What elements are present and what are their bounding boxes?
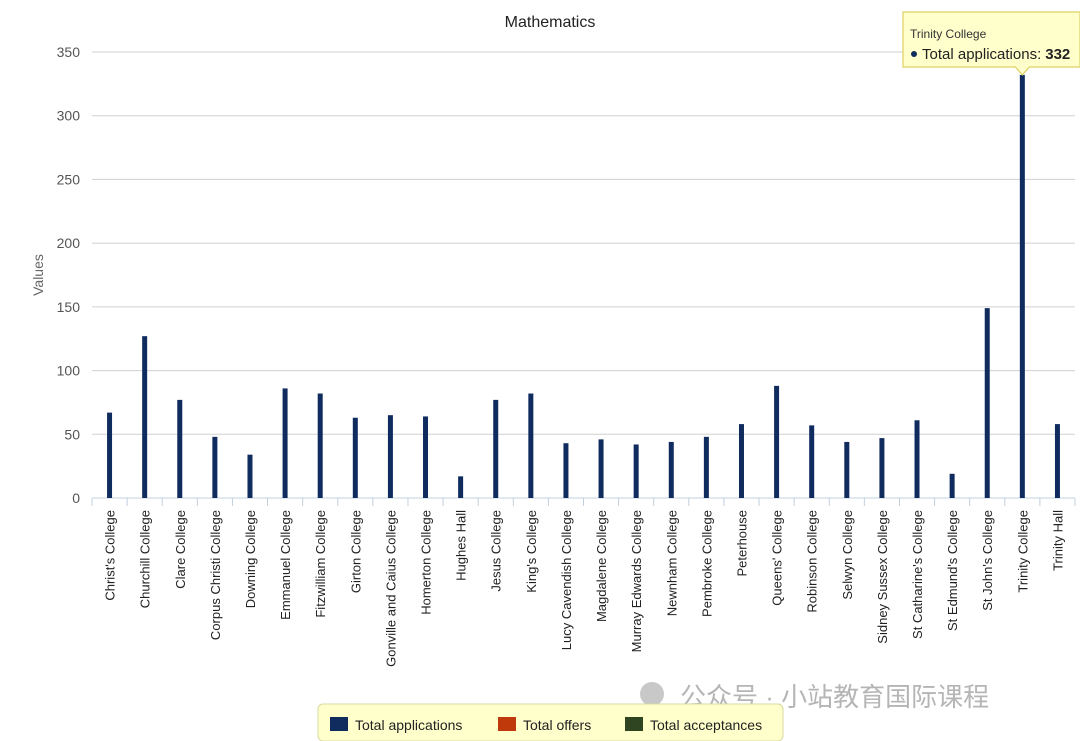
x-tick-label: Pembroke College [699, 510, 714, 617]
bar [142, 336, 148, 498]
x-tick-label: Girton College [348, 510, 363, 593]
chart-title: Mathematics [505, 14, 596, 31]
bar [493, 399, 499, 498]
bar [809, 425, 815, 498]
tooltip-label: Total applications: [922, 46, 1041, 63]
x-tick-label: Trinity Hall [1050, 510, 1065, 571]
tooltip-box [902, 11, 1080, 76]
x-tick-label: St Catharine's College [910, 510, 925, 639]
bar [563, 443, 569, 498]
bar [984, 308, 990, 498]
y-tick-label: 150 [57, 299, 81, 315]
y-axis-label: Values [30, 254, 46, 296]
x-tick-label: Lucy Cavendish College [559, 510, 574, 650]
x-tick-label: Robinson College [805, 510, 820, 613]
bar [949, 473, 955, 498]
x-tick-label: Selwyn College [840, 510, 855, 600]
bar [1019, 74, 1025, 499]
watermark-icon [640, 682, 664, 706]
legend-label: Total acceptances [650, 717, 762, 733]
x-tick-label: Homerton College [419, 510, 434, 615]
bar [738, 424, 744, 498]
tooltip-dot [911, 51, 917, 57]
y-tick-label: 0 [72, 490, 80, 506]
bar [212, 436, 218, 498]
bar [844, 441, 850, 498]
bar [177, 399, 183, 498]
x-tick-label: Jesus College [489, 510, 504, 592]
tooltip: Trinity College Total applications: 332 [902, 11, 1080, 76]
x-tick-label: St Edmund's College [945, 510, 960, 631]
bar [458, 476, 464, 498]
bar [282, 388, 288, 498]
y-tick-label: 300 [57, 108, 81, 124]
bar [423, 416, 429, 498]
x-tick-label: Christ's College [103, 510, 118, 601]
x-tick-label: Emmanuel College [278, 510, 293, 620]
x-tick-label: Clare College [173, 510, 188, 589]
bar [317, 393, 323, 498]
y-tick-label: 50 [64, 426, 80, 442]
bar [668, 441, 674, 498]
bar [774, 385, 780, 498]
x-tick-label: Gonville and Caius College [383, 510, 398, 667]
x-tick-label: Fitzwilliam College [313, 510, 328, 618]
x-tick-label: Queens' College [770, 510, 785, 606]
y-tick-label: 100 [57, 363, 81, 379]
x-tick-label: Downing College [243, 510, 258, 608]
legend-label: Total applications [355, 717, 462, 733]
y-tick-label: 350 [57, 44, 81, 60]
bar [528, 393, 534, 498]
x-tick-label: King's College [524, 510, 539, 593]
tooltip-title: Trinity College [910, 27, 987, 41]
legend-swatch [625, 717, 643, 731]
bar [387, 415, 393, 498]
bar [633, 444, 639, 498]
bar [352, 417, 358, 498]
tooltip-line: Total applications: 332 [922, 46, 1070, 63]
x-tick-label: Churchill College [138, 510, 153, 608]
legend-box [317, 703, 784, 741]
bar [107, 412, 113, 498]
legend-label: Total offers [523, 717, 591, 733]
x-tick-label: Murray Edwards College [629, 510, 644, 652]
bar [703, 436, 709, 498]
legend-swatch [498, 717, 516, 731]
legend: Total applications Total offers Total acce… [317, 703, 784, 741]
x-tick-label: Peterhouse [734, 510, 749, 577]
bar [914, 420, 920, 498]
x-tick-label: Sidney Sussex College [875, 510, 890, 644]
y-tick-label: 250 [57, 171, 81, 187]
bar [598, 439, 604, 498]
x-tick-label: Newnham College [664, 510, 679, 616]
bar [879, 438, 885, 498]
x-tick-label: Trinity College [1015, 510, 1030, 593]
bar [1054, 424, 1060, 498]
x-tick-label: Corpus Christi College [208, 510, 223, 640]
tooltip-value: 332 [1045, 46, 1070, 63]
y-tick-label: 200 [57, 235, 81, 251]
x-tick-label: Hughes Hall [454, 510, 469, 581]
x-tick-label: Magdalene College [594, 510, 609, 622]
bar [247, 454, 253, 498]
x-tick-label: St John's College [980, 510, 995, 611]
legend-swatch [330, 717, 348, 731]
